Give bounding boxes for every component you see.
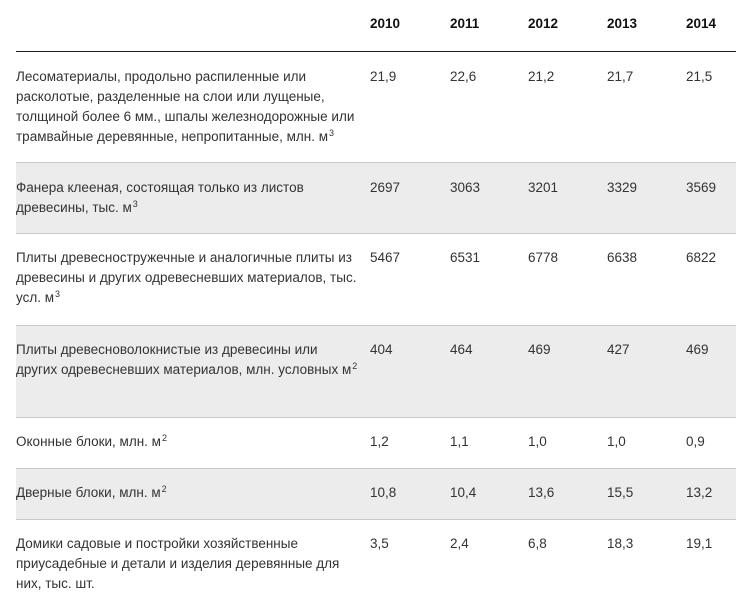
unit-superscript: 3 <box>132 199 138 209</box>
value-cell: 404 <box>370 342 393 357</box>
value-cell: 1,1 <box>450 434 469 449</box>
year-header-2010: 2010 <box>370 16 401 31</box>
table-row: Плиты древесноволокнистые из древесины и… <box>16 326 736 418</box>
year-header-2013: 2013 <box>607 16 638 31</box>
value-cell: 21,2 <box>528 69 555 84</box>
value-cell: 2,4 <box>450 536 469 551</box>
value-cell: 21,5 <box>686 69 713 84</box>
value-cell: 21,7 <box>607 69 634 84</box>
unit-superscript: 2 <box>161 433 167 443</box>
value-cell: 427 <box>607 342 630 357</box>
table-row: Плиты древесностружечные и аналогичные п… <box>16 234 736 326</box>
row-label: Плиты древесностружечные и аналогичные п… <box>16 250 357 305</box>
row-label: Дверные блоки, млн. м2 <box>16 484 167 501</box>
value-cell: 13,6 <box>528 485 555 500</box>
production-table: 2010 2011 2012 2013 2014 Лесоматериалы, … <box>16 0 736 605</box>
unit-superscript: 2 <box>352 361 358 371</box>
unit-superscript: 2 <box>161 484 167 494</box>
value-cell: 22,6 <box>450 69 477 84</box>
value-cell: 0,9 <box>686 434 705 449</box>
value-cell: 18,3 <box>607 536 634 551</box>
value-cell: 3329 <box>607 180 638 195</box>
table-row: Дверные блоки, млн. м2 10,8 10,4 13,6 15… <box>16 469 736 520</box>
value-cell: 5467 <box>370 250 401 265</box>
value-cell: 6,8 <box>528 536 547 551</box>
value-cell: 13,2 <box>686 485 713 500</box>
table-row: Домики садовые и постройки хозяйственные… <box>16 520 736 605</box>
value-cell: 1,2 <box>370 434 389 449</box>
value-cell: 21,9 <box>370 69 397 84</box>
year-header-2014: 2014 <box>686 16 717 31</box>
row-label: Оконные блоки, млн. м2 <box>16 433 167 450</box>
value-cell: 6822 <box>686 250 717 265</box>
value-cell: 6778 <box>528 250 559 265</box>
value-cell: 19,1 <box>686 536 713 551</box>
value-cell: 6638 <box>607 250 638 265</box>
value-cell: 1,0 <box>607 434 626 449</box>
row-label: Плиты древесноволокнистые из древесины и… <box>16 342 358 377</box>
value-cell: 3201 <box>528 180 559 195</box>
table-row: Оконные блоки, млн. м2 1,2 1,1 1,0 1,0 0… <box>16 418 736 469</box>
value-cell: 10,8 <box>370 485 397 500</box>
value-cell: 15,5 <box>607 485 634 500</box>
year-header-2012: 2012 <box>528 16 559 31</box>
year-header-2011: 2011 <box>450 16 480 31</box>
value-cell: 469 <box>686 342 709 357</box>
value-cell: 6531 <box>450 250 481 265</box>
value-cell: 464 <box>450 342 473 357</box>
value-cell: 3063 <box>450 180 481 195</box>
value-cell: 3,5 <box>370 536 389 551</box>
table-row: Фанера клееная, состоящая только из лист… <box>16 163 736 234</box>
value-cell: 1,0 <box>528 434 547 449</box>
value-cell: 10,4 <box>450 485 477 500</box>
table-header-row: 2010 2011 2012 2013 2014 <box>16 0 736 52</box>
value-cell: 469 <box>528 342 551 357</box>
value-cell: 2697 <box>370 180 401 195</box>
row-label: Лесоматериалы, продольно распиленные или… <box>16 69 355 144</box>
unit-superscript: 3 <box>329 128 335 138</box>
value-cell: 3569 <box>686 180 717 195</box>
row-label: Фанера клееная, состоящая только из лист… <box>16 180 304 215</box>
unit-superscript: 3 <box>55 289 61 299</box>
table-row: Лесоматериалы, продольно распиленные или… <box>16 52 736 163</box>
row-label: Домики садовые и постройки хозяйственные… <box>16 536 340 591</box>
